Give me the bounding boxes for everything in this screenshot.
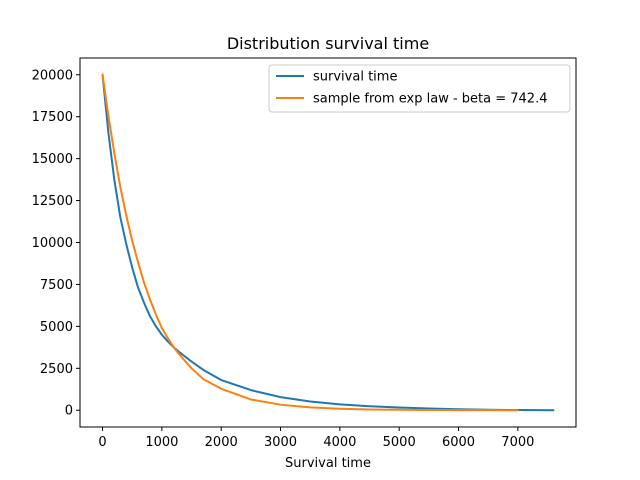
y-tick-label: 0 [65,404,73,419]
series-line-2 [101,73,519,412]
legend-box [268,64,571,113]
y-tick-label: 12500 [32,194,73,209]
legend: survival time sample from exp law - beta … [268,64,571,113]
chart-title: Distribution survival time [227,34,429,53]
y-tick-label: 7500 [40,278,73,293]
x-tick-label: 7000 [501,435,534,450]
y-tick-label: 17500 [32,110,73,125]
y-tick-label: 2500 [40,362,73,377]
y-tick-label: 5000 [40,320,73,335]
x-tick-label: 3000 [264,435,297,450]
x-tick-label: 1000 [145,435,178,450]
y-tick-label: 15000 [32,152,73,167]
x-tick-label: 4000 [323,435,356,450]
y-tick-label: 10000 [32,236,73,251]
series-line-1 [101,73,555,412]
x-axis-label: Survival time [285,456,371,471]
y-axis: 0 2500 5000 7500 10000 12500 15000 17500 20000 [32,68,80,419]
x-tick-label: 2000 [205,435,238,450]
x-tick-label: 6000 [442,435,475,450]
x-axis: 0 1000 2000 3000 4000 5000 6000 7000 [98,427,534,450]
plot-area [101,73,555,412]
legend-label-1: survival time [313,70,397,85]
x-tick-label: 0 [98,435,106,450]
legend-label-2: sample from exp law - beta = 742.4 [313,92,547,107]
y-tick-label: 20000 [32,68,73,83]
x-tick-label: 5000 [383,435,416,450]
